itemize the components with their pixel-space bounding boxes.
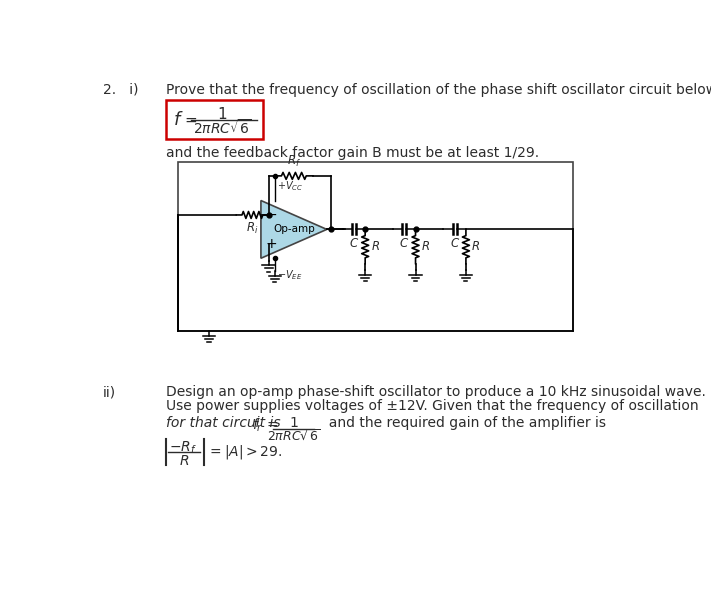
Polygon shape (261, 200, 327, 259)
Text: +: + (266, 237, 277, 251)
Bar (178, 162, 573, 331)
Text: $R$: $R$ (471, 240, 481, 253)
Text: 2.   i): 2. i) (103, 82, 139, 97)
Text: $R_i$: $R_i$ (246, 221, 259, 236)
Text: Prove that the frequency of oscillation of the phase shift oscillator circuit be: Prove that the frequency of oscillation … (166, 82, 711, 97)
Bar (166, 100, 263, 139)
Text: $R$: $R$ (179, 454, 189, 468)
Text: $-R_f$: $-R_f$ (169, 440, 198, 457)
Text: $f$: $f$ (173, 111, 183, 129)
Text: $=$: $=$ (182, 112, 198, 127)
Text: Use power supplies voltages of ±12V. Given that the frequency of oscillation: Use power supplies voltages of ±12V. Giv… (166, 399, 699, 413)
Text: $2\pi RC\sqrt{6}$: $2\pi RC\sqrt{6}$ (267, 429, 321, 444)
Text: $R$: $R$ (370, 240, 380, 253)
Text: $1$: $1$ (289, 416, 299, 430)
Text: $= |A| > 29.$: $= |A| > 29.$ (207, 442, 282, 461)
Text: for that circuit is: for that circuit is (166, 416, 285, 430)
Text: $R_f$: $R_f$ (287, 154, 301, 169)
Text: and the feedback factor gain B must be at least 1/29.: and the feedback factor gain B must be a… (166, 146, 540, 160)
Text: $C$: $C$ (449, 237, 460, 250)
Text: $C$: $C$ (349, 237, 359, 250)
Text: $1$: $1$ (217, 106, 228, 122)
Text: $R$: $R$ (421, 240, 430, 253)
Text: Op-amp: Op-amp (273, 224, 315, 234)
Text: $f_r\,=$: $f_r\,=$ (252, 416, 278, 433)
Text: $-V_{EE}$: $-V_{EE}$ (277, 268, 303, 282)
Text: ii): ii) (103, 385, 116, 399)
Text: $2\pi RC\sqrt{6}$: $2\pi RC\sqrt{6}$ (193, 118, 252, 137)
Text: $+V_{CC}$: $+V_{CC}$ (277, 179, 304, 193)
Text: $C$: $C$ (399, 237, 410, 250)
Text: Design an op-amp phase-shift oscillator to produce a 10 kHz sinusoidal wave.: Design an op-amp phase-shift oscillator … (166, 385, 706, 399)
Text: and the required gain of the amplifier is: and the required gain of the amplifier i… (320, 416, 606, 430)
Text: −: − (266, 208, 277, 222)
